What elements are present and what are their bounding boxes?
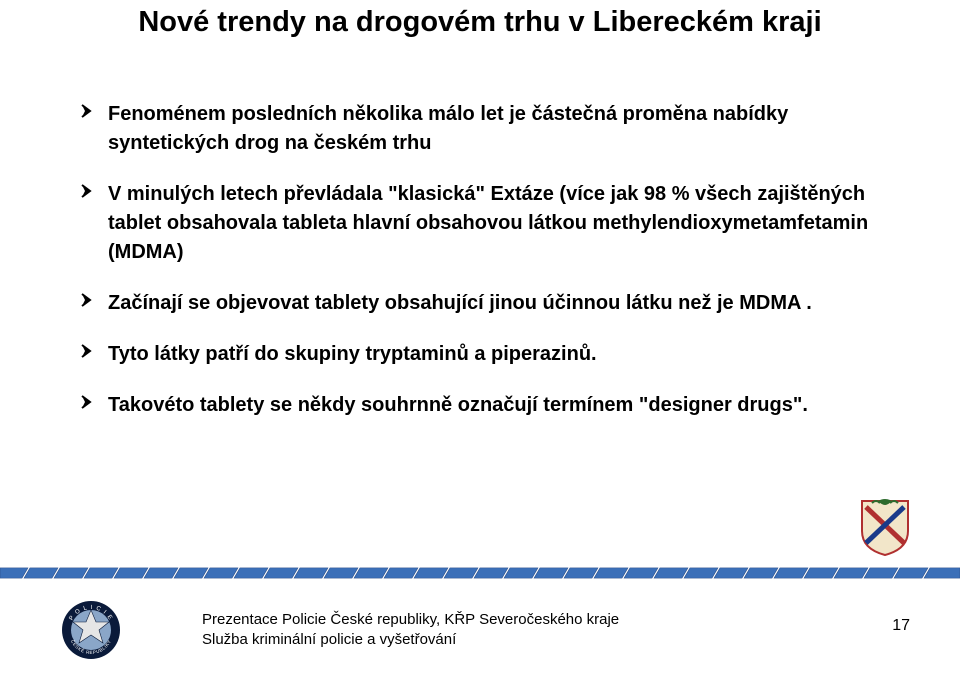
chevron-right-icon (80, 343, 96, 359)
footer: P O L I C I E ČESKÉ REPUBLIKY Prezentace… (0, 599, 960, 661)
bullet-text: Začínají se objevovat tablety obsahující… (108, 289, 812, 318)
footer-line2: Služba kriminální policie a vyšetřování (202, 630, 619, 650)
bullet-text: Tyto látky patří do skupiny tryptaminů a… (108, 340, 597, 369)
bullet-text: Fenoménem posledních několika málo let j… (108, 100, 880, 158)
footer-text: Prezentace Policie České republiky, KŘP … (202, 610, 619, 651)
divider-bar (0, 567, 960, 579)
bullet-list: Fenoménem posledních několika málo let j… (80, 100, 880, 442)
slide-title: Nové trendy na drogovém trhu v Liberecké… (80, 6, 880, 39)
chevron-right-icon (80, 394, 96, 410)
bullet-item: V minulých letech převládala "klasická" … (80, 180, 880, 267)
shield-emblem-icon (858, 497, 912, 557)
police-badge-icon: P O L I C I E ČESKÉ REPUBLIKY (60, 599, 122, 661)
bullet-item: Takovéto tablety se někdy souhrnně označ… (80, 391, 880, 420)
bullet-item: Fenoménem posledních několika málo let j… (80, 100, 880, 158)
chevron-right-icon (80, 292, 96, 308)
bullet-text: V minulých letech převládala "klasická" … (108, 180, 880, 267)
bullet-item: Tyto látky patří do skupiny tryptaminů a… (80, 340, 880, 369)
chevron-right-icon (80, 103, 96, 119)
page-number: 17 (892, 617, 910, 635)
bullet-item: Začínají se objevovat tablety obsahující… (80, 289, 880, 318)
bullet-text: Takovéto tablety se někdy souhrnně označ… (108, 391, 808, 420)
chevron-right-icon (80, 183, 96, 199)
footer-line1: Prezentace Policie České republiky, KŘP … (202, 610, 619, 630)
